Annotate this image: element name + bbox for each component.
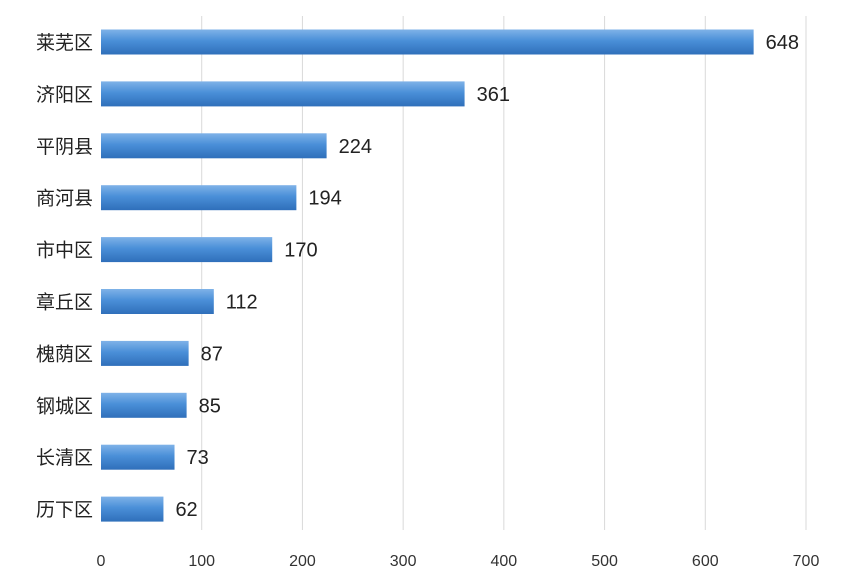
data-label: 73 (187, 447, 209, 469)
x-tick-label: 200 (289, 553, 316, 570)
category-label: 长清区 (36, 447, 93, 469)
bar (101, 444, 175, 470)
bar (101, 81, 465, 107)
category-label: 莱芜区 (36, 32, 93, 54)
x-tick-label: 400 (491, 553, 518, 570)
category-label: 市中区 (36, 240, 93, 262)
data-label: 85 (199, 395, 221, 417)
data-label: 112 (226, 292, 258, 314)
data-label: 62 (175, 499, 197, 521)
category-label: 商河县 (36, 188, 93, 210)
bar (101, 289, 214, 314)
data-label: 87 (201, 343, 223, 365)
bars (101, 29, 754, 522)
category-label: 钢城区 (36, 395, 93, 417)
data-labels: 648 361 224 194 170 112 87 85 73 62 (175, 32, 799, 521)
data-label: 170 (284, 240, 317, 262)
category-label: 槐荫区 (36, 343, 93, 365)
x-tick-label: 100 (188, 553, 215, 570)
data-label: 224 (339, 136, 372, 158)
bar (101, 340, 189, 366)
x-tick-label: 300 (390, 553, 417, 570)
category-label: 章丘区 (36, 292, 93, 314)
bar (101, 496, 164, 522)
category-label: 历下区 (36, 499, 93, 521)
x-tick-label: 700 (793, 553, 820, 570)
bar (101, 392, 187, 418)
data-label: 361 (477, 84, 510, 106)
x-tick-label: 500 (591, 553, 618, 570)
category-label: 平阴县 (36, 136, 93, 158)
x-tick-label: 600 (692, 553, 719, 570)
category-label: 济阳区 (36, 84, 93, 106)
bar (101, 133, 327, 159)
x-tick-label: 0 (97, 553, 106, 570)
data-label: 648 (766, 32, 799, 54)
bar (101, 185, 297, 211)
bar (101, 29, 754, 55)
bar (101, 237, 273, 263)
x-axis-ticks: 0 100 200 300 400 500 600 700 (97, 553, 820, 570)
data-label: 194 (308, 188, 341, 210)
